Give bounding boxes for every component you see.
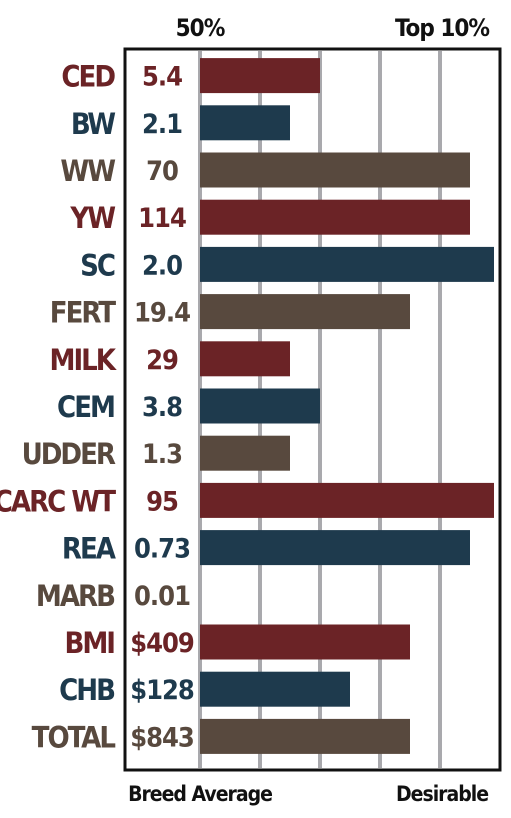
bar-sc: [200, 246, 494, 282]
trait-label: CARC WT: [0, 484, 116, 518]
bar-fert: [200, 294, 410, 330]
value-label: 19.4: [134, 298, 190, 329]
value-label: 5.4: [142, 62, 182, 93]
trait-label: MARB: [36, 579, 115, 613]
value-label: 114: [138, 203, 186, 234]
trait-label: SC: [80, 248, 115, 282]
value-label: 70: [146, 156, 178, 187]
trait-label: FERT: [50, 296, 116, 330]
top-left-label: 50%: [176, 14, 225, 42]
bar-total: [200, 718, 410, 754]
bar-ced: [200, 58, 320, 94]
value-label: 95: [146, 486, 178, 517]
value-label: 1.3: [142, 439, 182, 470]
value-label: $128: [130, 675, 194, 706]
bar-chb: [200, 671, 350, 707]
value-label: 3.8: [142, 392, 182, 423]
trait-label: MILK: [49, 343, 117, 377]
value-label: 2.0: [142, 250, 182, 281]
value-label: $843: [130, 722, 194, 753]
bar-yw: [200, 199, 470, 235]
trait-label: REA: [62, 532, 117, 566]
trait-label: UDDER: [22, 437, 116, 471]
value-label: 0.73: [134, 534, 190, 565]
bar-bmi: [200, 624, 410, 660]
row-labels: CED 5.4 BW 2.1 WW 70 YW 114 SC 2.0 FERT 19.4 MILK 29 C…: [0, 60, 195, 755]
bar-udder: [200, 435, 290, 471]
bottom-right-label: Desirable: [396, 782, 488, 806]
bar-cem: [200, 388, 320, 424]
bottom-left-label: Breed Average: [128, 782, 272, 806]
bar-ww: [200, 152, 470, 188]
value-label: 0.01: [134, 581, 190, 612]
value-label: $409: [130, 628, 194, 659]
bar-bw: [200, 105, 290, 141]
top-right-label: Top 10%: [395, 14, 489, 42]
bars: [200, 58, 494, 754]
value-label: 2.1: [142, 109, 182, 140]
trait-label: BW: [71, 107, 115, 141]
chart-frame: [123, 47, 502, 772]
trait-label: CHB: [59, 673, 115, 707]
bar-rea: [200, 530, 470, 566]
trait-label: YW: [69, 201, 115, 235]
trait-label: CED: [61, 60, 115, 94]
bar-milk: [200, 341, 290, 377]
trait-label: CEM: [57, 390, 114, 424]
trait-label: WW: [60, 154, 115, 188]
trait-label: BMI: [64, 626, 114, 660]
value-label: 29: [146, 345, 178, 376]
bar-carc-wt: [200, 482, 494, 518]
trait-label: TOTAL: [32, 720, 116, 754]
